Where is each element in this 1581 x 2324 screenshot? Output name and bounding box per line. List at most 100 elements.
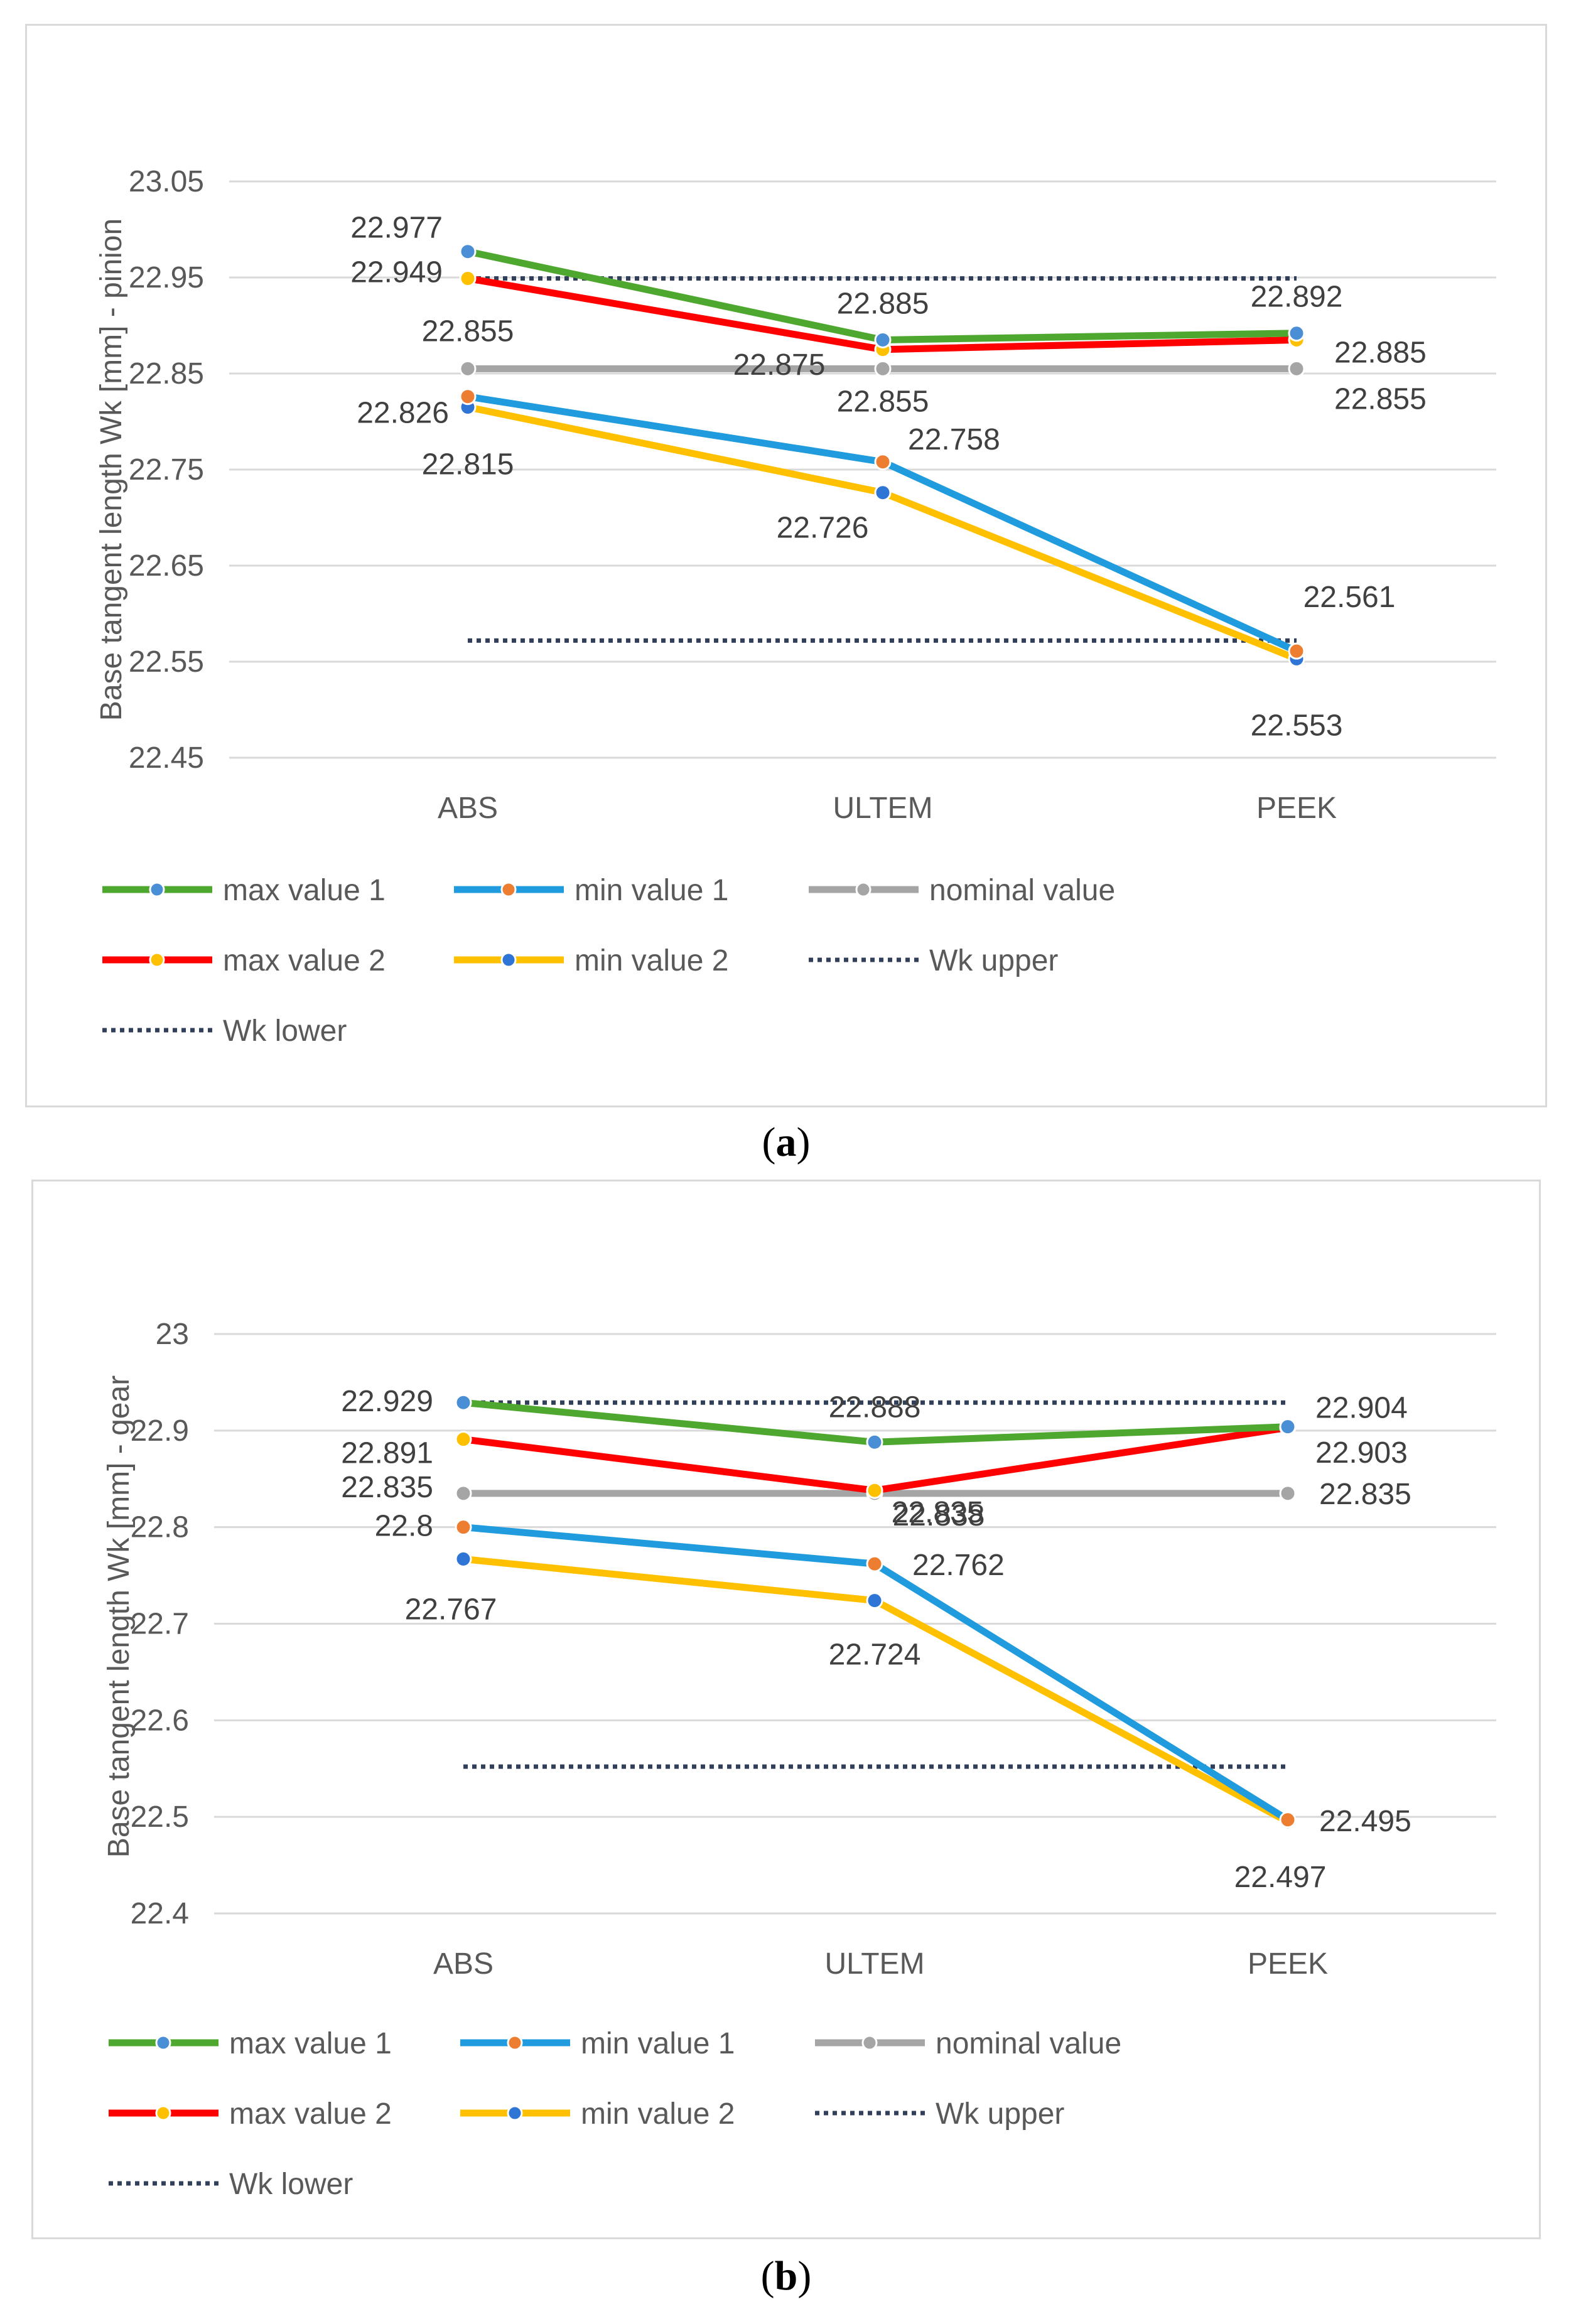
- data-label: 22.855: [1334, 382, 1427, 416]
- data-point-min-value-1: [866, 1555, 883, 1573]
- legend-label-nominal-value: nominal value: [936, 2027, 1121, 2060]
- data-label: 22.495: [1319, 1805, 1411, 1838]
- data-point-max-value-1: [459, 243, 477, 261]
- y-tick-label: 22.5: [131, 1800, 189, 1834]
- legend-label-wk-lower: Wk lower: [229, 2168, 353, 2201]
- data-point-max-value-2: [866, 1482, 883, 1499]
- legend-marker-min-value-2: [507, 2105, 523, 2121]
- data-label: 22.762: [912, 1549, 1005, 1582]
- legend-marker-min-value-2: [500, 952, 517, 968]
- legend-marker-max-value-2: [155, 2105, 171, 2121]
- data-label: 22.553: [1251, 709, 1343, 742]
- y-tick-label: 22.4: [131, 1897, 189, 1930]
- y-tick-label: 22.95: [129, 261, 204, 294]
- data-label: 22.903: [1315, 1436, 1408, 1470]
- data-point-nominal-value: [874, 360, 892, 377]
- data-label: 22.767: [405, 1593, 497, 1626]
- legend-label-min-value-1: min value 1: [581, 2027, 735, 2060]
- data-label: 22.561: [1303, 581, 1396, 614]
- y-tick-label: 22.8: [131, 1511, 189, 1544]
- data-label: 22.855: [837, 385, 929, 418]
- data-point-min-value-2: [874, 484, 892, 502]
- data-point-min-value-1: [1279, 1811, 1297, 1829]
- data-label: 22.815: [422, 448, 514, 481]
- data-label: 22.835: [1319, 1478, 1411, 1511]
- x-tick-label-abs: ABS: [433, 1947, 494, 1981]
- x-tick-label-ultem: ULTEM: [824, 1947, 924, 1981]
- y-tick-label: 22.45: [129, 741, 204, 775]
- data-label: 22.949: [350, 256, 443, 289]
- data-point-max-value-1: [455, 1394, 472, 1411]
- y-tick-label: 22.75: [129, 453, 204, 487]
- data-point-max-value-1: [1288, 325, 1305, 342]
- legend-label-min-value-1: min value 1: [575, 874, 728, 907]
- data-label: 22.838: [893, 1499, 985, 1532]
- data-label: 22.929: [341, 1385, 433, 1418]
- data-label: 22.885: [1334, 336, 1427, 369]
- chart-gear: 23 22.9 22.8 22.7 22.6 22.5 22.4 Base tangent l…: [102, 1318, 1496, 2201]
- y-tick-label: 22.9: [131, 1414, 189, 1448]
- legend-marker-max-value-1: [149, 881, 165, 898]
- data-point-min-value-1: [459, 388, 477, 406]
- y-tick-label: 22.55: [129, 645, 204, 679]
- x-tick-label-abs: ABS: [438, 792, 498, 825]
- caption-letter-a: a: [775, 1119, 797, 1165]
- series-line-min-value-2: [464, 404, 1300, 662]
- data-point-max-value-1: [866, 1433, 883, 1451]
- data-label: 22.977: [350, 212, 443, 245]
- legend-label-min-value-2: min value 2: [581, 2097, 735, 2131]
- y-tick-label: 23.05: [129, 165, 204, 198]
- data-label: 22.826: [357, 397, 449, 430]
- data-label: 22.758: [908, 423, 1000, 456]
- legend-marker-nominal-value: [855, 881, 871, 898]
- legend-marker-max-value-1: [155, 2035, 171, 2051]
- data-point-nominal-value: [459, 360, 477, 377]
- y-tick-label: 22.85: [129, 357, 204, 390]
- data-point-max-value-1: [874, 331, 892, 348]
- data-point-min-value-1: [874, 453, 892, 471]
- y-axis-title: Base tangent length Wk [mm] - pinion: [95, 218, 128, 721]
- panel-caption-b: (b): [760, 2253, 812, 2299]
- data-point-min-value-1: [455, 1519, 472, 1536]
- data-point-max-value-1: [1279, 1418, 1297, 1436]
- legend-label-wk-lower: Wk lower: [223, 1014, 347, 1048]
- data-label: 22.8: [375, 1510, 433, 1543]
- y-axis-title: Base tangent length Wk [mm] - gear: [102, 1375, 136, 1858]
- data-point-nominal-value: [455, 1485, 472, 1502]
- data-label: 22.875: [733, 348, 826, 382]
- legend-marker-min-value-1: [500, 881, 517, 898]
- data-point-min-value-1: [1288, 642, 1305, 660]
- legend-label-wk-upper: Wk upper: [936, 2097, 1064, 2131]
- data-label: 22.726: [777, 512, 869, 545]
- legend-label-max-value-2: max value 2: [223, 944, 386, 977]
- data-label: 22.855: [422, 315, 514, 348]
- chart-pinion: 23.05 22.95 22.85 22.75 22.65 22.55 22.45Base …: [95, 165, 1496, 1048]
- data-point-nominal-value: [1279, 1485, 1297, 1502]
- data-label: 22.904: [1315, 1392, 1408, 1425]
- legend-label-max-value-1: max value 1: [223, 874, 386, 907]
- data-label: 22.835: [892, 1496, 984, 1529]
- data-label: 22.888: [829, 1391, 921, 1424]
- caption-letter-b: b: [774, 2253, 798, 2299]
- data-label: 22.891: [341, 1437, 433, 1470]
- legend-marker-nominal-value: [861, 2035, 878, 2051]
- legend-label-max-value-1: max value 1: [229, 2027, 392, 2060]
- legend-label-wk-upper: Wk upper: [929, 944, 1058, 977]
- data-point-nominal-value: [1288, 360, 1305, 377]
- panel-caption-a: (a): [762, 1119, 811, 1165]
- chart-panel-pinion: 23.05 22.95 22.85 22.75 22.65 22.55 22.45 Base …: [25, 24, 1547, 1107]
- data-label: 22.497: [1234, 1861, 1327, 1894]
- legend-marker-min-value-1: [507, 2035, 523, 2051]
- data-point-min-value-2: [866, 1592, 883, 1610]
- data-label: 22.885: [837, 287, 929, 320]
- x-tick-label-peek: PEEK: [1248, 1947, 1328, 1981]
- data-label: 22.892: [1251, 281, 1343, 314]
- x-tick-label-peek: PEEK: [1256, 792, 1337, 825]
- chart-panel-gear: 23 22.9 22.8 22.7 22.6 22.5 22.4 Base tangent l…: [31, 1180, 1541, 2239]
- y-tick-label: 23: [156, 1318, 189, 1351]
- y-tick-label: 22.7: [131, 1608, 189, 1641]
- legend-label-max-value-2: max value 2: [229, 2097, 392, 2131]
- data-point-max-value-2: [459, 270, 477, 288]
- legend-label-nominal-value: nominal value: [929, 874, 1115, 907]
- legend-marker-max-value-2: [149, 952, 165, 968]
